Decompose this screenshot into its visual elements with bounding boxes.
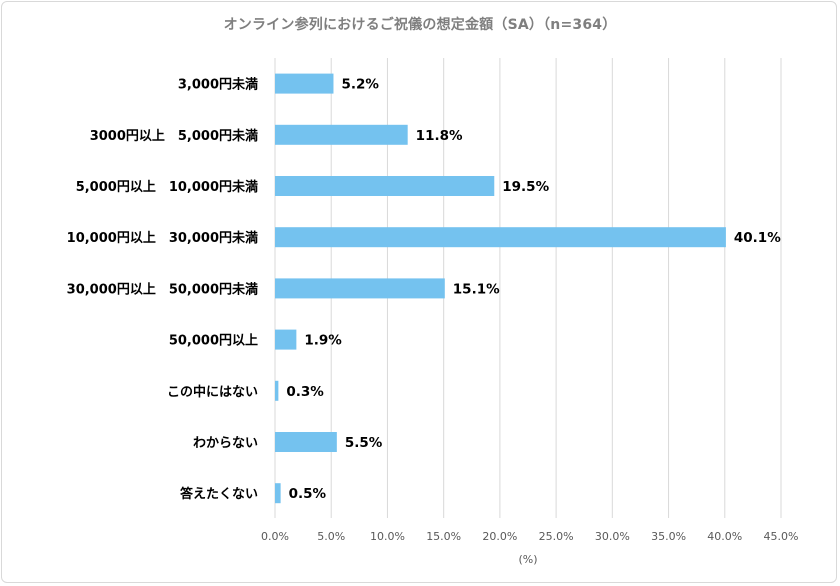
x-tick-label: 25.0%: [539, 530, 574, 543]
data-label: 0.3%: [286, 384, 324, 400]
x-tick-label: 0.0%: [261, 530, 289, 543]
x-tick-label: 35.0%: [651, 530, 686, 543]
bar: [275, 176, 495, 196]
chart-title: オンライン参列におけるご祝儀の想定金額（SA）（n=364）: [223, 17, 617, 33]
category-label: この中にはない: [167, 384, 258, 400]
category-label: 5,000円以上 10,000円未満: [76, 179, 258, 195]
data-label: 19.5%: [502, 179, 549, 195]
category-label: 30,000円以上 50,000円未満: [67, 281, 258, 297]
category-label: 10,000円以上 30,000円未満: [67, 230, 258, 246]
category-label: 答えたくない: [180, 486, 258, 502]
bar: [275, 432, 337, 452]
data-label: 5.5%: [345, 435, 383, 451]
data-label: 40.1%: [734, 230, 781, 246]
bar: [275, 329, 297, 350]
x-tick-label: 5.0%: [317, 530, 345, 543]
bars: [275, 73, 726, 504]
category-label: 3000円以上 5,000円未満: [90, 128, 258, 144]
category-label: 50,000円以上: [169, 334, 258, 349]
data-label: 1.9%: [304, 333, 342, 349]
bar: [275, 278, 445, 299]
x-tick-label: 20.0%: [482, 530, 517, 543]
data-labels: 5.2% 11.8% 19.5% 40.1% 15.1% 1.9% 0.3% 5.5% 0.5%: [286, 77, 781, 503]
data-label: 11.8%: [416, 128, 463, 144]
category-label: 3,000円未満: [178, 77, 258, 93]
x-tick-label: 15.0%: [426, 530, 461, 543]
x-tick-label: 30.0%: [595, 530, 630, 543]
data-label: 15.1%: [453, 281, 500, 297]
x-tick-label: 40.0%: [707, 530, 742, 543]
category-labels: 3,000円未満 3000円以上 5,000円未満 5,000円以上 10,000円…: [67, 77, 258, 503]
bar: [275, 73, 334, 94]
bar: [275, 483, 281, 504]
data-label: 0.5%: [289, 486, 327, 502]
x-tick-label: 10.0%: [370, 530, 405, 543]
x-tick-labels: 0.0% 5.0% 10.0% 15.0% 20.0% 25.0% 30.0% 35.0% 40…: [261, 530, 798, 543]
category-label: わからない: [193, 436, 258, 451]
bar: [275, 380, 279, 401]
bar: [275, 124, 408, 145]
data-label: 5.2%: [341, 77, 379, 93]
bar: [275, 227, 726, 248]
x-axis-title: (%): [518, 553, 537, 566]
x-tick-label: 45.0%: [764, 530, 799, 543]
